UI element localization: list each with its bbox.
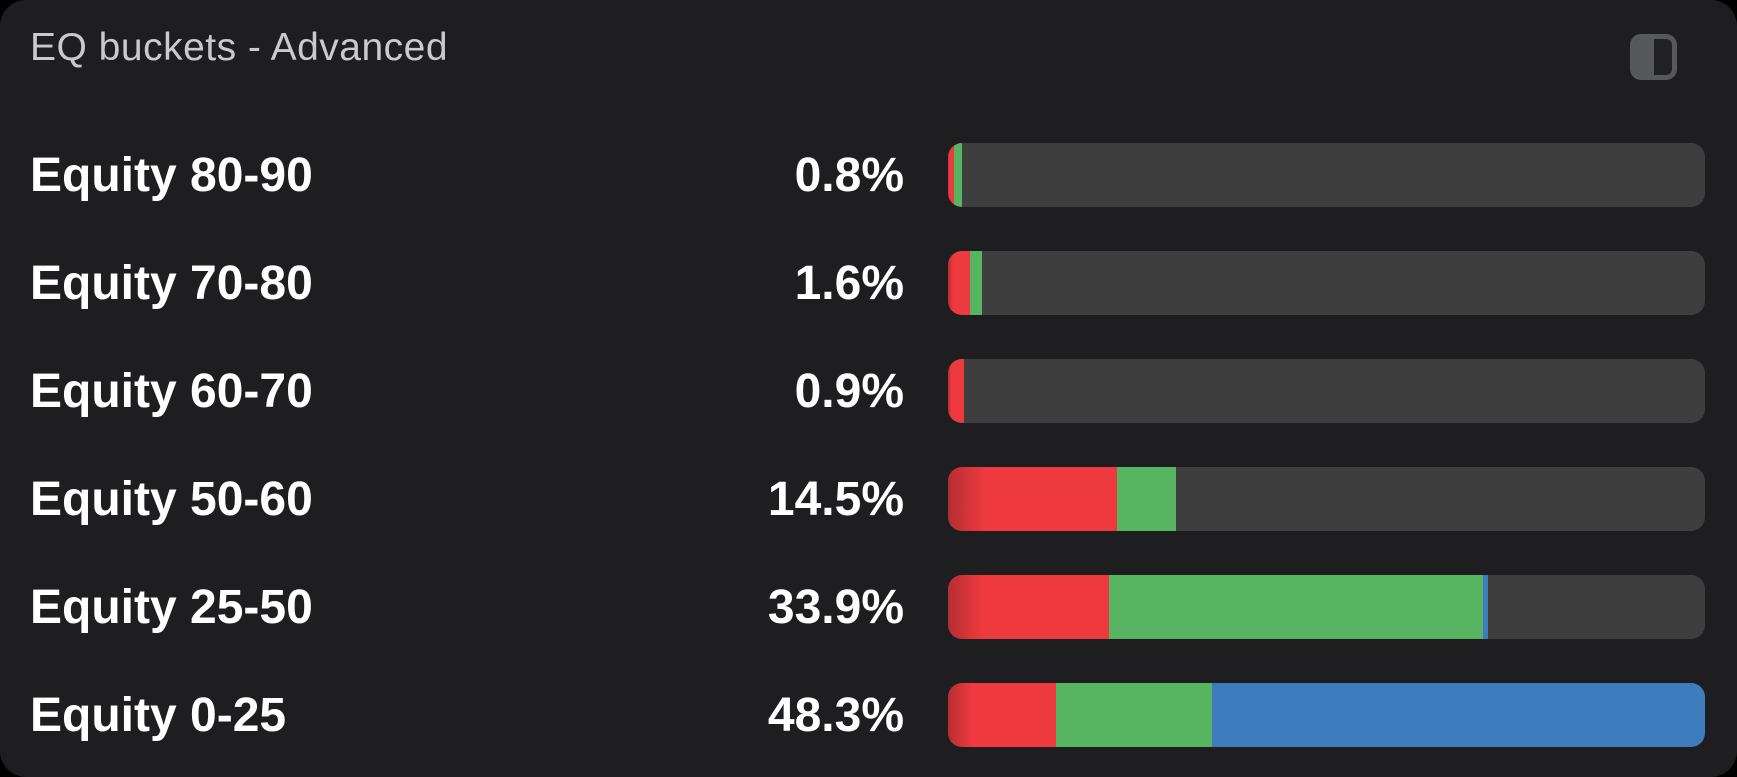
bar-track — [948, 359, 1705, 423]
row-value: 0.9% — [794, 364, 904, 418]
red-bar-segment — [948, 575, 1110, 639]
bar-track — [948, 467, 1705, 531]
split-panel-icon-fill — [1635, 39, 1655, 75]
bar-track — [948, 251, 1705, 315]
red-bar-segment — [948, 683, 1057, 747]
bar-track — [948, 143, 1705, 207]
red-bar-segment — [948, 251, 970, 315]
red-bar-segment — [948, 143, 955, 207]
bucket-row: Equity 60-70 0.9% — [30, 337, 1705, 445]
row-value: 0.8% — [794, 148, 904, 202]
green-bar-segment — [1109, 575, 1484, 639]
red-bar-segment — [948, 359, 964, 423]
row-label: Equity 0-25 — [30, 688, 287, 742]
bucket-row: Equity 50-60 14.5% — [30, 445, 1705, 553]
bar-track — [948, 683, 1705, 747]
green-bar-segment — [1116, 467, 1176, 531]
row-label: Equity 60-70 — [30, 364, 313, 418]
row-label: Equity 50-60 — [30, 472, 313, 526]
bucket-row: Equity 0-25 48.3% — [30, 661, 1705, 769]
green-bar-segment — [969, 251, 983, 315]
blue-bar-segment — [1212, 683, 1705, 747]
split-panel-icon[interactable] — [1630, 34, 1677, 80]
green-bar-segment — [954, 143, 962, 207]
bucket-row: Equity 70-80 1.6% — [30, 229, 1705, 337]
row-label: Equity 70-80 — [30, 256, 313, 310]
panel-header: EQ buckets - Advanced — [0, 0, 1737, 80]
panel-title: EQ buckets - Advanced — [30, 26, 449, 69]
bucket-rows: Equity 80-90 0.8% Equity 70-80 1.6% Equi… — [0, 121, 1737, 769]
bucket-row: Equity 80-90 0.8% — [30, 121, 1705, 229]
green-bar-segment — [1056, 683, 1213, 747]
bucket-row: Equity 25-50 33.9% — [30, 553, 1705, 661]
row-value: 1.6% — [794, 256, 904, 310]
row-value: 14.5% — [767, 472, 904, 526]
row-label: Equity 25-50 — [30, 580, 313, 634]
blue-bar-segment — [1483, 575, 1489, 639]
row-value: 33.9% — [767, 580, 904, 634]
bar-track — [948, 575, 1705, 639]
row-label: Equity 80-90 — [30, 148, 313, 202]
red-bar-segment — [948, 467, 1117, 531]
row-value: 48.3% — [767, 688, 904, 742]
